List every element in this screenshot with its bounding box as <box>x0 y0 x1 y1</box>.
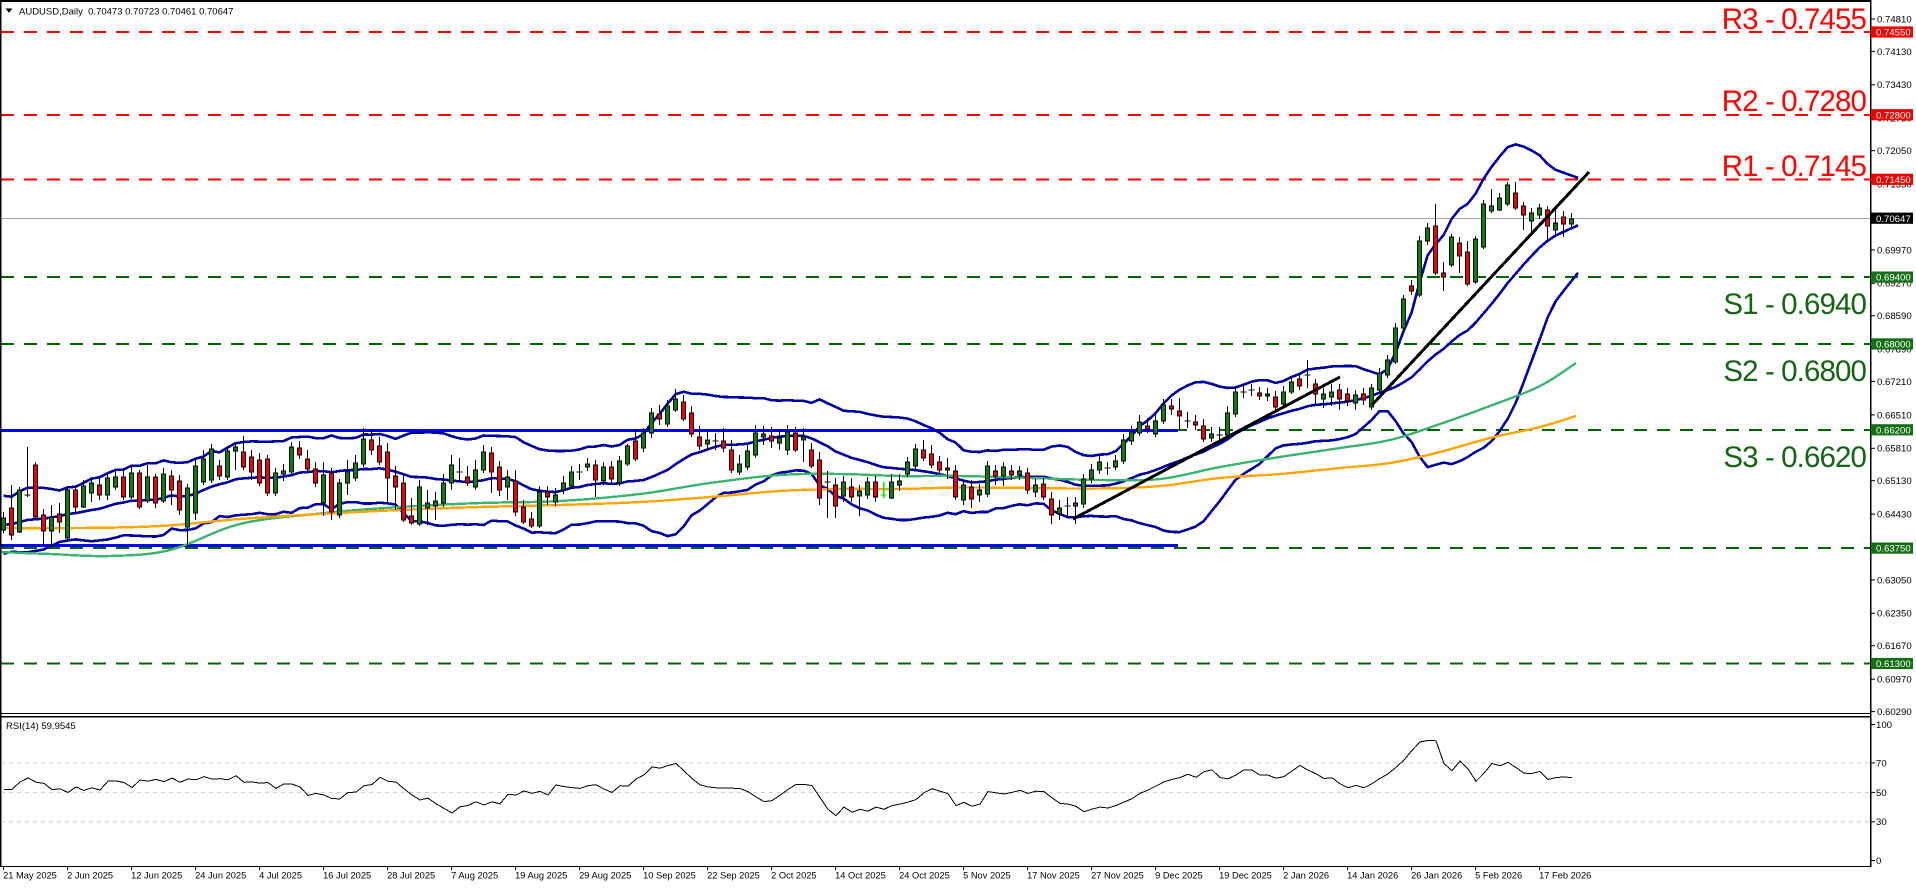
svg-text:17 Feb 2026: 17 Feb 2026 <box>1539 871 1591 881</box>
svg-text:5 Nov 2025: 5 Nov 2025 <box>963 871 1011 881</box>
svg-text:0.65810: 0.65810 <box>1877 444 1912 455</box>
svg-text:0.63050: 0.63050 <box>1877 575 1912 586</box>
svg-text:17 Nov 2025: 17 Nov 2025 <box>1027 871 1080 881</box>
svg-text:0.72050: 0.72050 <box>1877 146 1912 157</box>
svg-text:R3 - 0.7455: R3 - 0.7455 <box>1722 3 1867 36</box>
svg-text:0.70647: 0.70647 <box>1876 214 1911 225</box>
svg-text:0.61300: 0.61300 <box>1876 659 1911 670</box>
svg-text:S1 - 0.6940: S1 - 0.6940 <box>1723 288 1866 321</box>
svg-text:0.74550: 0.74550 <box>1876 28 1911 39</box>
svg-text:R2 - 0.7280: R2 - 0.7280 <box>1722 85 1867 118</box>
svg-text:AUDUSD,Daily 0.70473 0.70723: AUDUSD,Daily 0.70473 0.70723 0.70461 0.7… <box>19 7 233 18</box>
svg-text:0.65130: 0.65130 <box>1877 476 1912 487</box>
svg-text:0.66510: 0.66510 <box>1877 410 1912 421</box>
svg-text:28 Jul 2025: 28 Jul 2025 <box>387 871 435 881</box>
svg-text:12 Jun 2025: 12 Jun 2025 <box>131 871 182 881</box>
svg-text:0.74130: 0.74130 <box>1877 47 1912 58</box>
svg-text:24 Oct 2025: 24 Oct 2025 <box>899 871 950 881</box>
svg-text:0.69270: 0.69270 <box>1877 279 1912 290</box>
svg-text:0.73430: 0.73430 <box>1877 80 1912 91</box>
svg-text:0: 0 <box>1876 856 1881 867</box>
svg-text:S3 - 0.6620: S3 - 0.6620 <box>1723 441 1866 474</box>
svg-text:2 Jun 2025: 2 Jun 2025 <box>67 871 113 881</box>
svg-text:R1 - 0.7145: R1 - 0.7145 <box>1722 150 1867 183</box>
svg-text:70: 70 <box>1876 758 1887 769</box>
svg-text:24 Jun 2025: 24 Jun 2025 <box>195 871 246 881</box>
svg-text:0.63750: 0.63750 <box>1876 544 1911 555</box>
svg-text:16 Jul 2025: 16 Jul 2025 <box>323 871 371 881</box>
svg-text:21 May 2025: 21 May 2025 <box>3 871 57 881</box>
svg-text:0.67890: 0.67890 <box>1877 345 1912 356</box>
svg-text:26 Jan 2026: 26 Jan 2026 <box>1411 871 1462 881</box>
svg-text:0.69970: 0.69970 <box>1877 245 1912 256</box>
svg-text:0.74810: 0.74810 <box>1877 14 1912 25</box>
svg-text:30: 30 <box>1876 817 1887 828</box>
svg-text:2 Oct 2025: 2 Oct 2025 <box>771 871 816 881</box>
svg-text:0.62350: 0.62350 <box>1877 609 1912 620</box>
svg-text:0.60290: 0.60290 <box>1877 707 1912 718</box>
svg-text:19 Aug 2025: 19 Aug 2025 <box>515 871 567 881</box>
svg-text:14 Jan 2026: 14 Jan 2026 <box>1347 871 1398 881</box>
svg-text:RSI(14) 59.9545: RSI(14) 59.9545 <box>6 721 76 732</box>
svg-text:0.67210: 0.67210 <box>1877 377 1912 388</box>
svg-text:10 Sep 2025: 10 Sep 2025 <box>643 871 696 881</box>
svg-text:9 Dec 2025: 9 Dec 2025 <box>1155 871 1203 881</box>
svg-text:4 Jul 2025: 4 Jul 2025 <box>259 871 302 881</box>
svg-text:50: 50 <box>1876 788 1887 799</box>
svg-text:27 Nov 2025: 27 Nov 2025 <box>1091 871 1144 881</box>
svg-text:0.68000: 0.68000 <box>1876 340 1911 351</box>
svg-text:0.71350: 0.71350 <box>1877 180 1912 191</box>
svg-text:0.72800: 0.72800 <box>1876 110 1911 121</box>
svg-text:2 Jan 2026: 2 Jan 2026 <box>1283 871 1329 881</box>
svg-text:7 Aug 2025: 7 Aug 2025 <box>451 871 498 881</box>
svg-text:0.66200: 0.66200 <box>1876 425 1911 436</box>
svg-text:S2 - 0.6800: S2 - 0.6800 <box>1723 355 1866 388</box>
svg-text:0.64430: 0.64430 <box>1877 510 1912 521</box>
svg-text:0.61670: 0.61670 <box>1877 641 1912 652</box>
svg-text:100: 100 <box>1876 720 1892 731</box>
svg-text:22 Sep 2025: 22 Sep 2025 <box>707 871 760 881</box>
svg-text:0.68590: 0.68590 <box>1877 311 1912 322</box>
svg-text:0.71450: 0.71450 <box>1876 175 1911 186</box>
svg-text:14 Oct 2025: 14 Oct 2025 <box>835 871 886 881</box>
svg-text:29 Aug 2025: 29 Aug 2025 <box>579 871 631 881</box>
svg-text:0.69400: 0.69400 <box>1876 273 1911 284</box>
svg-text:0.60970: 0.60970 <box>1877 675 1912 686</box>
svg-text:5 Feb 2026: 5 Feb 2026 <box>1475 871 1522 881</box>
svg-text:19 Dec 2025: 19 Dec 2025 <box>1219 871 1272 881</box>
